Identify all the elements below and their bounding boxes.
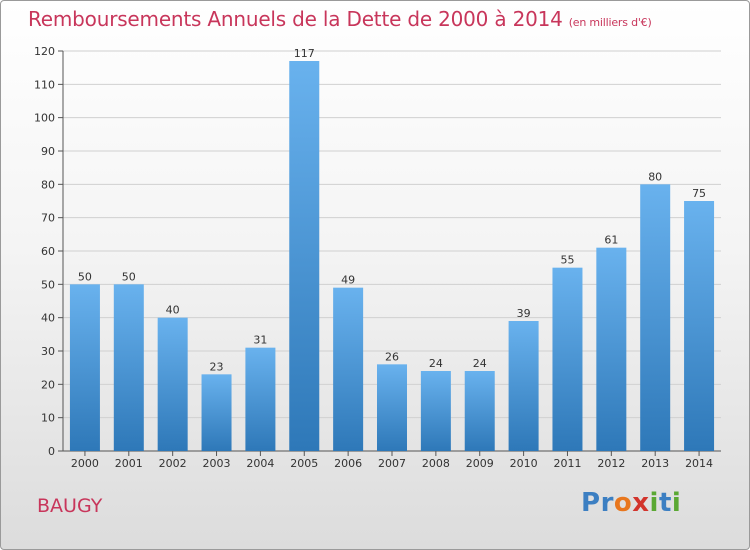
bar-2003 (201, 374, 232, 451)
value-label-2009: 24 (473, 357, 487, 370)
y-tick-label: 120 (34, 45, 55, 58)
proxiti-logo[interactable]: Proxiti (581, 488, 681, 518)
value-label-2012: 61 (604, 234, 618, 247)
x-tick-label-2003: 2003 (203, 457, 231, 470)
x-tick-label-2012: 2012 (597, 457, 625, 470)
bar-2014 (684, 201, 715, 451)
y-tick-label: 30 (41, 345, 55, 358)
bar-2000 (69, 284, 100, 451)
y-tick-label: 20 (41, 378, 55, 391)
bar-2011 (552, 267, 583, 451)
y-tick-label: 100 (34, 112, 55, 125)
y-tick-label: 110 (34, 78, 55, 91)
value-label-2006: 49 (341, 274, 355, 287)
x-tick-labels: 2000 2001 2002 2003 2004 2005 2006 2007 2008 2009… (71, 457, 713, 470)
y-tick-label: 80 (41, 178, 55, 191)
x-tick-label-2013: 2013 (641, 457, 669, 470)
value-label-2011: 55 (560, 254, 574, 267)
bar-2010 (508, 321, 539, 451)
logo-letter: r (600, 488, 614, 518)
x-tick-label-2011: 2011 (553, 457, 581, 470)
y-tick-label: 50 (41, 278, 55, 291)
y-tick-label: 90 (41, 145, 55, 158)
value-label-2008: 24 (429, 357, 443, 370)
x-tick-label-2009: 2009 (466, 457, 494, 470)
value-labels: 50 50 40 23 31 117 49 26 24 24 39 55 61 80 75 (78, 47, 706, 373)
value-label-2010: 39 (517, 307, 531, 320)
y-tick-label: 60 (41, 245, 55, 258)
y-tick-labels: 0 10 20 30 40 50 60 70 80 90 100 110 120 (34, 45, 55, 458)
bar-2008 (420, 371, 451, 451)
x-tick-label-2006: 2006 (334, 457, 362, 470)
x-tick-label-2008: 2008 (422, 457, 450, 470)
bar-2013 (640, 184, 671, 452)
value-label-2005: 117 (294, 47, 315, 60)
bar-2001 (113, 284, 144, 451)
bar-2012 (596, 247, 627, 451)
logo-letter: i (671, 488, 682, 518)
value-label-2003: 23 (210, 360, 224, 373)
logo-letter: P (581, 488, 601, 518)
y-tick-label: 40 (41, 312, 55, 325)
bar-2007 (377, 364, 407, 451)
x-tick-label-2004: 2004 (246, 457, 274, 470)
bar-2005 (289, 61, 320, 451)
chart-title: Remboursements Annuels de la Dette de 20… (28, 7, 652, 31)
value-label-2007: 26 (385, 350, 399, 363)
value-label-2002: 40 (166, 304, 180, 317)
y-tick-label: 10 (41, 412, 55, 425)
place-name: BAUGY (37, 495, 103, 517)
y-tick-label: 0 (48, 445, 55, 458)
logo-letter: t (658, 488, 672, 518)
logo-letter: i (649, 488, 659, 518)
x-tick-label-2005: 2005 (290, 457, 318, 470)
x-tick-label-2002: 2002 (159, 457, 187, 470)
value-label-2013: 80 (648, 170, 662, 183)
value-label-2000: 50 (78, 270, 92, 283)
x-tick-label-2000: 2000 (71, 457, 99, 470)
logo-letter: x (632, 488, 650, 518)
x-tick-label-2014: 2014 (685, 457, 713, 470)
value-label-2014: 75 (692, 187, 706, 200)
logo-letter: o (613, 488, 633, 518)
unit-note: (en milliers d'€) (568, 16, 652, 29)
y-tick-label: 70 (41, 212, 55, 225)
bar-2009 (464, 371, 495, 451)
title-text: Remboursements Annuels de la Dette de 20… (28, 7, 563, 31)
value-label-2004: 31 (253, 334, 267, 347)
bars (69, 61, 715, 452)
bar-2006 (333, 287, 364, 451)
bar-2004 (245, 347, 276, 451)
x-tick-label-2010: 2010 (510, 457, 538, 470)
x-tick-label-2001: 2001 (115, 457, 143, 470)
value-label-2001: 50 (122, 270, 136, 283)
x-tick-label-2007: 2007 (378, 457, 406, 470)
bar-2002 (157, 317, 188, 451)
